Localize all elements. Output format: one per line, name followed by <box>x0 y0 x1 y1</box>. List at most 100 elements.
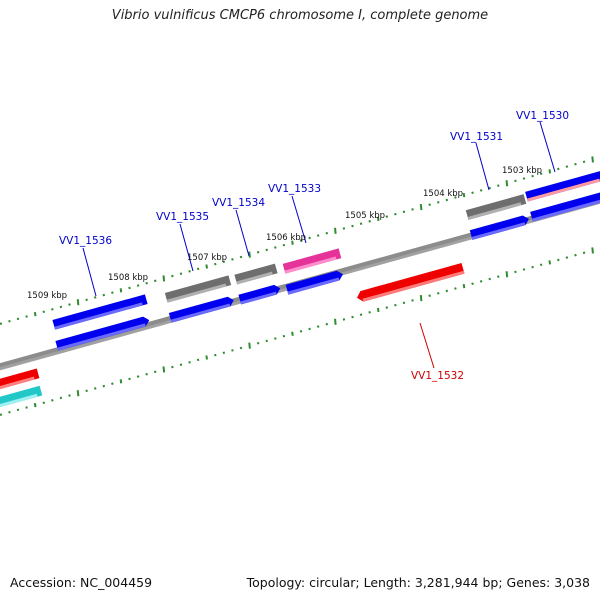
inner-tick <box>462 283 466 289</box>
inner-tick <box>33 402 37 408</box>
outer-tick <box>428 203 431 206</box>
outer-tick <box>282 243 286 247</box>
gene-vv1-1531-upper <box>465 194 527 220</box>
inner-tick <box>16 408 20 412</box>
inner-tick <box>68 394 71 397</box>
outer-tick <box>85 298 88 302</box>
outer-tick <box>162 275 166 282</box>
outer-tick <box>128 286 131 290</box>
outer-tick <box>51 308 54 311</box>
outer-tick <box>368 220 371 223</box>
inner-tick <box>59 396 63 400</box>
topology-text: Topology: circular; Length: 3,281,944 bp… <box>246 575 590 590</box>
outer-tick-track <box>0 156 600 325</box>
outer-tick <box>514 179 517 183</box>
outer-tick <box>179 272 183 275</box>
leader-vv1-1531 <box>475 142 490 191</box>
outer-tick <box>359 222 363 225</box>
gene-label-vv1-1532[interactable]: VV1_1532 <box>411 370 464 382</box>
inner-tick <box>428 294 431 297</box>
leader-vv1-1534 <box>235 209 250 257</box>
inner-tick-track <box>0 247 600 416</box>
inner-tick <box>136 375 140 378</box>
gene-vv1-1536-upper-shade <box>54 302 143 330</box>
inner-tick <box>402 301 406 305</box>
inner-tick <box>239 346 243 350</box>
inner-tick <box>359 313 363 316</box>
leader-vv1-1533 <box>291 195 307 244</box>
inner-tick <box>316 325 320 328</box>
gene-gray-a-shade <box>166 283 227 303</box>
outer-tick <box>196 267 200 271</box>
gene-label-vv1-1530[interactable]: VV1_1530 <box>516 110 569 122</box>
outer-tick <box>214 262 217 266</box>
inner-tick <box>8 410 11 414</box>
inner-tick <box>497 275 500 278</box>
inner-tick <box>574 253 577 257</box>
gene-vv1-1533-upper-shade <box>284 256 337 274</box>
outer-tick <box>385 215 389 218</box>
scale-label-1506: 1506 kbp <box>266 233 306 243</box>
gene-label-vv1-1535[interactable]: VV1_1535 <box>156 211 209 223</box>
outer-tick <box>153 279 157 283</box>
outer-tick <box>222 260 226 264</box>
inner-tick <box>342 318 346 321</box>
inner-tick <box>479 280 483 283</box>
gene-vv1-1536 <box>55 316 150 351</box>
outer-tick <box>376 216 380 222</box>
gene-vv1-1533 <box>285 270 343 295</box>
inner-tick <box>505 271 509 278</box>
outer-tick <box>462 192 466 198</box>
inner-tick <box>265 339 268 343</box>
inner-tick <box>153 370 157 374</box>
inner-tick <box>522 268 526 271</box>
gene-cyan-left <box>0 385 43 411</box>
outer-tick <box>488 186 491 190</box>
inner-tick <box>557 258 560 262</box>
gene-label-vv1-1534[interactable]: VV1_1534 <box>212 197 265 209</box>
outer-tick <box>548 169 552 174</box>
gene-red-left-shade <box>0 376 35 392</box>
gene-cyan-left-shade <box>0 393 38 411</box>
accession-text: Accession: NC_004459 <box>10 575 153 590</box>
outer-tick <box>205 264 208 269</box>
inner-tick <box>205 355 208 360</box>
gene-vv1-1536-shade <box>57 323 146 351</box>
leader-vv1-1532 <box>419 322 435 369</box>
inner-tick <box>222 351 226 355</box>
gene-label-vv1-1531[interactable]: VV1_1531 <box>450 131 503 143</box>
outer-tick <box>59 305 63 309</box>
outer-tick <box>411 208 414 211</box>
map-title: Vibrio vulnificus CMCP6 chromosome I, co… <box>111 8 489 23</box>
outer-tick <box>419 203 423 211</box>
inner-tick <box>188 360 191 364</box>
kbp-scale-labels: 1503 kbp 1504 kbp 1505 kbp 1506 kbp 1507… <box>27 166 542 301</box>
outer-tick <box>557 167 560 171</box>
outer-tick <box>256 250 260 254</box>
inner-tick <box>179 363 183 366</box>
gene-vv1-1532-shade <box>362 270 465 302</box>
inner-tick <box>471 282 474 286</box>
inner-tick <box>514 270 517 274</box>
outer-tick <box>574 162 577 166</box>
outer-tick <box>531 174 534 178</box>
inner-tick <box>411 299 414 302</box>
gene-vv1-1534 <box>238 284 281 305</box>
gene-gray-b-shade <box>236 271 273 285</box>
outer-tick <box>334 227 337 234</box>
outer-tick <box>394 212 397 216</box>
gene-label-vv1-1536[interactable]: VV1_1536 <box>59 235 112 247</box>
outer-tick <box>93 296 97 299</box>
inner-tick <box>128 377 131 381</box>
inner-tick <box>196 358 200 362</box>
inner-tick <box>531 265 534 269</box>
outer-tick <box>591 156 594 163</box>
gene-label-vv1-1533[interactable]: VV1_1533 <box>268 183 321 195</box>
gene-gray-b <box>234 263 278 285</box>
inner-tick <box>325 322 329 326</box>
outer-tick <box>274 246 277 249</box>
outer-tick <box>436 200 440 204</box>
outer-tick <box>171 274 174 278</box>
inner-tick <box>351 315 354 319</box>
